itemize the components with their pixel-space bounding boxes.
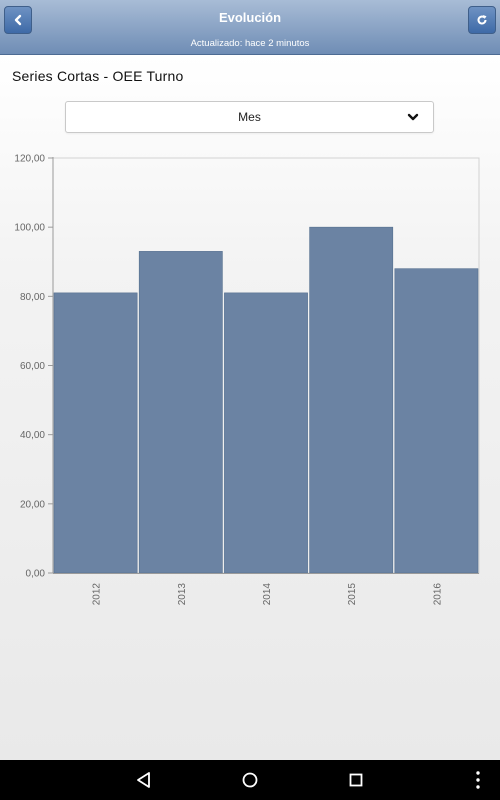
y-tick-label: 80,00 (20, 292, 45, 303)
header-subtitle: Actualizado: hace 2 minutos (190, 38, 310, 49)
app-header: Evolución Actualizado: hace 2 minutos (0, 0, 500, 55)
period-select[interactable]: Mes (65, 101, 434, 133)
bar-2012 (53, 292, 138, 574)
chevron-down-icon (407, 113, 419, 121)
triangle-back-icon (137, 772, 150, 788)
page-title: Series Cortas - OEE Turno (12, 68, 184, 84)
period-select-value: Mes (238, 110, 261, 124)
circle-home-icon (242, 772, 258, 788)
y-tick-label: 100,00 (14, 223, 45, 234)
nav-back-button[interactable] (131, 768, 157, 792)
bar-chart: 0,00 20,00 40,00 60,00 80,00 100,00 120,00 2012… (14, 154, 480, 606)
bar-2015 (309, 226, 394, 574)
chevron-left-icon (14, 14, 22, 26)
x-tick-label: 2012 (92, 583, 103, 606)
x-tick-label: 2014 (262, 583, 273, 606)
x-tick-label: 2015 (347, 583, 358, 606)
nav-home-button[interactable] (237, 768, 263, 792)
refresh-icon (477, 15, 487, 25)
y-tick-label: 20,00 (20, 499, 45, 510)
refresh-button[interactable] (468, 6, 496, 34)
bar-2013 (138, 251, 223, 574)
x-tick-label: 2013 (177, 583, 188, 606)
main-content: Series Cortas - OEE Turno Mes 0,00 20,00 4… (0, 55, 500, 760)
back-button[interactable] (4, 6, 32, 34)
y-tick-label: 0,00 (26, 569, 46, 580)
nav-menu-button[interactable] (465, 768, 491, 792)
bar-2014 (224, 292, 308, 574)
y-tick-label: 60,00 (20, 361, 45, 372)
y-tick-label: 120,00 (14, 154, 45, 165)
nav-recents-button[interactable] (343, 768, 369, 792)
square-recents-icon (349, 773, 363, 787)
y-tick-label: 40,00 (20, 430, 45, 441)
header-title: Evolución (218, 10, 282, 25)
x-tick-label: 2016 (432, 583, 443, 606)
android-nav-bar (0, 760, 500, 800)
bar-2016 (394, 268, 479, 574)
vertical-dots-icon (476, 771, 480, 789)
